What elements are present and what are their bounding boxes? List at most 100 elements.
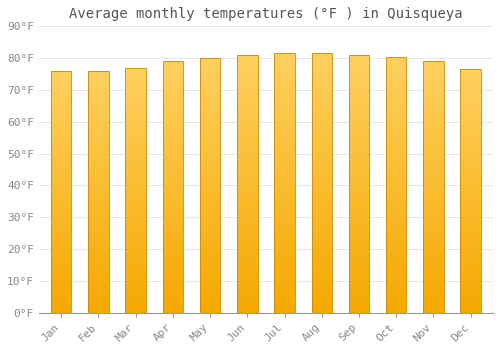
Bar <box>126 166 146 168</box>
Bar <box>386 90 406 92</box>
Bar <box>162 215 183 217</box>
Bar <box>126 136 146 139</box>
Bar <box>51 184 72 187</box>
Bar <box>51 168 72 170</box>
Bar <box>460 308 481 310</box>
Bar <box>386 103 406 105</box>
Bar <box>423 64 444 66</box>
Bar <box>51 279 72 281</box>
Bar <box>312 121 332 123</box>
Bar <box>386 305 406 308</box>
Bar <box>349 204 370 207</box>
Bar <box>162 282 183 285</box>
Bar <box>460 133 481 135</box>
Bar <box>349 125 370 127</box>
Bar <box>200 140 220 142</box>
Bar <box>88 250 108 252</box>
Bar <box>423 104 444 106</box>
Bar <box>237 215 258 217</box>
Bar <box>88 71 108 313</box>
Bar <box>349 60 370 63</box>
Bar <box>423 144 444 147</box>
Bar <box>349 68 370 70</box>
Bar <box>312 61 332 64</box>
Bar <box>460 237 481 240</box>
Bar <box>237 210 258 212</box>
Bar <box>312 95 332 97</box>
Bar <box>349 101 370 104</box>
Bar <box>162 250 183 252</box>
Bar <box>88 131 108 134</box>
Bar <box>51 218 72 221</box>
Bar <box>274 136 295 139</box>
Bar <box>162 97 183 99</box>
Bar <box>274 191 295 193</box>
Bar <box>274 224 295 227</box>
Bar <box>162 144 183 147</box>
Bar <box>312 227 332 230</box>
Bar <box>274 206 295 209</box>
Bar <box>88 276 108 279</box>
Bar <box>312 116 332 118</box>
Bar <box>423 187 444 189</box>
Bar <box>237 125 258 127</box>
Bar <box>162 132 183 134</box>
Bar <box>51 136 72 139</box>
Bar <box>460 300 481 303</box>
Bar <box>126 180 146 183</box>
Bar <box>51 102 72 105</box>
Bar <box>423 300 444 303</box>
Bar <box>162 280 183 282</box>
Bar <box>349 184 370 186</box>
Bar <box>162 117 183 119</box>
Bar <box>460 210 481 213</box>
Bar <box>88 100 108 102</box>
Bar <box>162 262 183 265</box>
Bar <box>274 294 295 297</box>
Bar <box>162 142 183 144</box>
Bar <box>237 104 258 106</box>
Bar <box>237 93 258 96</box>
Bar <box>162 157 183 159</box>
Bar <box>162 139 183 142</box>
Bar <box>460 296 481 298</box>
Bar <box>423 114 444 117</box>
Bar <box>349 114 370 117</box>
Bar <box>312 204 332 206</box>
Bar <box>274 58 295 61</box>
Bar <box>386 69 406 72</box>
Bar <box>312 214 332 217</box>
Bar <box>386 261 406 264</box>
Bar <box>423 305 444 308</box>
Bar <box>200 305 220 308</box>
Bar <box>460 169 481 171</box>
Bar <box>200 117 220 119</box>
Bar <box>312 149 332 152</box>
Bar <box>460 106 481 108</box>
Bar <box>423 174 444 177</box>
Bar <box>88 134 108 136</box>
Bar <box>423 86 444 89</box>
Bar <box>274 268 295 271</box>
Bar <box>423 220 444 222</box>
Bar <box>237 178 258 181</box>
Bar <box>274 217 295 219</box>
Bar <box>274 258 295 261</box>
Bar <box>88 71 108 73</box>
Bar <box>162 79 183 82</box>
Bar <box>460 259 481 261</box>
Bar <box>51 73 72 76</box>
Bar <box>237 202 258 204</box>
Bar <box>460 172 481 174</box>
Bar <box>200 99 220 101</box>
Bar <box>349 238 370 240</box>
Bar <box>386 279 406 282</box>
Bar <box>386 174 406 177</box>
Bar <box>386 100 406 103</box>
Bar <box>88 262 108 264</box>
Bar <box>162 149 183 152</box>
Bar <box>312 173 332 175</box>
Bar <box>126 256 146 259</box>
Bar <box>460 181 481 184</box>
Bar <box>200 287 220 290</box>
